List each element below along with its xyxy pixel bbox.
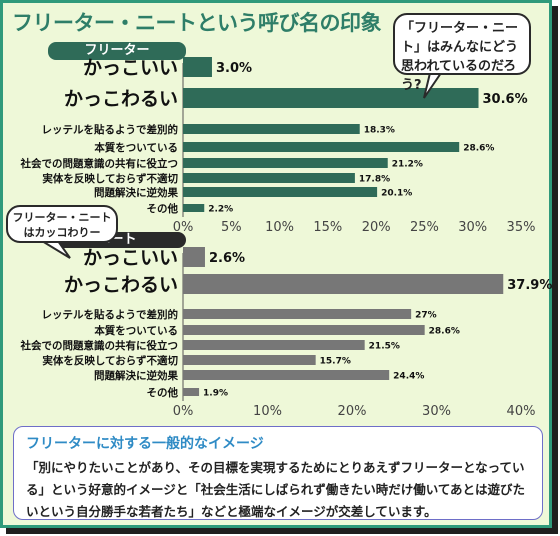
neet-value-label: 1.9% (203, 389, 228, 399)
freeter-value-label: 20.1% (381, 189, 412, 199)
freeter-value-label: 2.2% (208, 205, 233, 215)
neet-category-label: 実体を反映しておらず不適切 (42, 354, 178, 367)
freeter-value-label: 3.0% (216, 61, 252, 76)
freeter-category-label: 社会での問題意識の共有に役立つ (20, 157, 179, 170)
freeter-x-tick-label: 5% (221, 220, 242, 235)
freeter-x-tick-label: 10% (265, 220, 294, 235)
neet-chart: かっこいい 2.6% かっこわるい 37.9% レッテルを貼るようで差別的 27% 本質をつ… (20, 247, 552, 419)
neet-bar (183, 340, 365, 350)
freeter-category-label: 本質をついている (94, 141, 178, 154)
neet-x-tick-label: 20% (338, 404, 367, 419)
neet-value-label: 2.6% (209, 251, 245, 266)
neet-value-label: 28.6% (429, 327, 460, 337)
quote-bubble-tail (38, 240, 71, 259)
neet-bar (183, 370, 390, 380)
neet-value-label: 27% (415, 311, 437, 321)
quote-speech-bubble: フリーター・ニートはカッコわりー (6, 205, 118, 243)
freeter-category-label: かっこいい (83, 57, 178, 79)
neet-value-label: 37.9% (507, 278, 552, 293)
freeter-category-label: その他 (147, 202, 179, 215)
freeter-bar (183, 57, 212, 77)
neet-x-tick-label: 0% (173, 404, 194, 419)
neet-x-tick-label: 40% (507, 404, 536, 419)
neet-bar (183, 247, 205, 267)
neet-category-label: 社会での問題意識の共有に役立つ (20, 339, 179, 352)
freeter-category-label: 問題解決に逆効果 (94, 186, 178, 199)
freeter-category-label: レッテルを貼るようで差別的 (42, 123, 179, 136)
freeter-bar (183, 124, 360, 134)
freeter-bar (183, 173, 355, 183)
neet-category-label: レッテルを貼るようで差別的 (42, 308, 179, 321)
neet-category-label: 本質をついている (94, 324, 178, 337)
freeter-category-label: かっこわるい (64, 88, 178, 110)
freeter-bar (183, 88, 479, 108)
freeter-x-tick-label: 25% (410, 220, 439, 235)
neet-bar (183, 274, 504, 294)
neet-value-label: 21.5% (369, 342, 400, 352)
freeter-x-tick-label: 35% (507, 220, 536, 235)
neet-bar (183, 309, 412, 319)
freeter-value-label: 17.8% (359, 175, 390, 185)
neet-x-tick-label: 10% (253, 404, 282, 419)
neet-category-label: かっこいい (83, 247, 178, 269)
freeter-category-label: 実体を反映しておらず不適切 (42, 172, 178, 185)
freeter-x-tick-label: 20% (362, 220, 391, 235)
neet-category-label: その他 (147, 386, 179, 399)
freeter-x-tick-label: 15% (313, 220, 342, 235)
neet-bar (183, 388, 200, 396)
summary-text: 「別にやりたいことがあり、その目標を実現するためにとりあえずフリーターとなってい… (26, 460, 526, 519)
summary-box: フリーターに対する一般的なイメージ 「別にやりたいことがあり、その目標を実現する… (13, 426, 543, 520)
freeter-x-tick-label: 0% (173, 220, 194, 235)
freeter-bar (183, 204, 205, 212)
summary-heading: フリーターに対する一般的なイメージ (26, 436, 264, 452)
freeter-value-label: 30.6% (483, 92, 528, 107)
neet-category-label: 問題解決に逆効果 (94, 369, 178, 382)
neet-x-tick-label: 30% (422, 404, 451, 419)
neet-bar (183, 325, 425, 335)
freeter-value-label: 21.2% (392, 160, 423, 170)
freeter-x-tick-label: 30% (458, 220, 487, 235)
neet-bar (183, 355, 316, 365)
neet-value-label: 24.4% (393, 372, 424, 382)
neet-value-label: 15.7% (320, 357, 351, 367)
freeter-bar (183, 187, 378, 197)
neet-category-label: かっこわるい (64, 274, 178, 296)
freeter-chart: かっこいい 3.0% かっこわるい 30.6% レッテルを貼るようで差別的 18.3% 本質… (20, 57, 536, 235)
question-speech-bubble: 「フリーター・ニート」はみんなにどう思われているのだろう? (393, 13, 531, 93)
page-title: フリーター・ニートという呼び名の印象 (12, 11, 382, 35)
freeter-section-label: フリーター (48, 42, 186, 60)
freeter-bar (183, 142, 460, 152)
freeter-value-label: 18.3% (364, 126, 395, 136)
freeter-value-label: 28.6% (463, 144, 494, 154)
freeter-bar (183, 158, 388, 168)
